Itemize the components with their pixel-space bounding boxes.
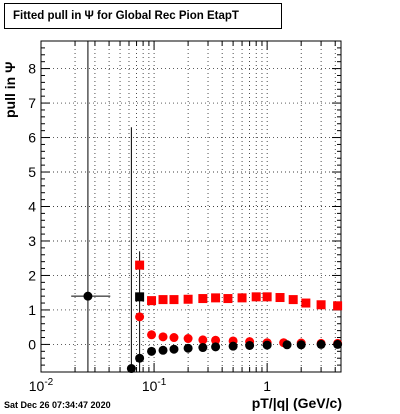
- y-tick-label: 0: [28, 336, 36, 352]
- data-point-circle: [198, 335, 208, 345]
- y-tick-label: 3: [28, 233, 36, 249]
- data-point-circle: [262, 340, 272, 350]
- data-point-circle: [211, 335, 221, 345]
- data-point-square: [288, 295, 298, 305]
- y-tick-label: 4: [28, 199, 36, 215]
- x-tick-label: 1: [263, 378, 271, 394]
- data-point-square: [198, 294, 208, 304]
- data-point-circle: [83, 291, 93, 301]
- data-point-square: [211, 293, 221, 303]
- data-point-square: [135, 292, 145, 302]
- grid-lines: [41, 41, 341, 372]
- data-point-circle: [135, 312, 145, 322]
- data-point-square: [135, 260, 145, 270]
- y-tick-label: 6: [28, 130, 36, 146]
- data-point-square: [183, 294, 193, 304]
- data-point-circle: [126, 364, 136, 374]
- data-point-square: [147, 296, 157, 306]
- data-point-circle: [228, 341, 238, 351]
- data-point-circle: [296, 340, 306, 350]
- data-point-circle: [316, 339, 326, 349]
- data-point-square: [237, 293, 247, 303]
- data-point-circle: [183, 334, 193, 344]
- x-tick-label: 10-2: [29, 377, 54, 394]
- data-point-circle: [211, 342, 221, 352]
- x-axis-label: pT/|q| (GeV/c): [251, 395, 342, 411]
- data-point-square: [262, 292, 272, 302]
- data-point-circle: [282, 340, 292, 350]
- y-tick-label: 2: [28, 267, 36, 283]
- data-point-circle: [147, 346, 157, 356]
- data-markers: [83, 260, 343, 374]
- y-tick-label: 5: [28, 164, 36, 180]
- date-stamp: Sat Dec 26 07:34:47 2020: [4, 400, 111, 410]
- data-point-circle: [333, 339, 343, 349]
- data-point-square: [275, 293, 285, 303]
- data-point-square: [169, 295, 179, 305]
- data-point-square: [316, 300, 326, 310]
- data-point-square: [158, 295, 168, 305]
- data-point-circle: [135, 353, 145, 363]
- data-point-square: [333, 301, 343, 311]
- data-point-circle: [183, 343, 193, 353]
- axis-ticks: [41, 40, 341, 373]
- y-tick-label: 8: [28, 61, 36, 77]
- data-point-circle: [169, 333, 179, 343]
- data-point-circle: [158, 332, 168, 342]
- data-point-square: [301, 298, 311, 308]
- data-point-square: [251, 292, 261, 302]
- y-tick-label: 1: [28, 302, 36, 318]
- y-axis-label: pull in Ψ: [2, 61, 18, 118]
- tick-labels: 0 1 2 3 4 5 6 7 8 10-2 10-1 1: [28, 61, 271, 394]
- data-point-circle: [245, 340, 255, 350]
- data-point-circle: [198, 343, 208, 353]
- chart-title: Fitted pull in Ψ for Global Rec Pion Eta…: [4, 3, 282, 29]
- data-point-circle: [147, 330, 157, 340]
- data-point-square: [223, 294, 233, 304]
- data-point-circle: [169, 344, 179, 354]
- y-tick-label: 7: [28, 95, 36, 111]
- data-point-circle: [158, 345, 168, 355]
- x-tick-label: 10-1: [142, 377, 167, 394]
